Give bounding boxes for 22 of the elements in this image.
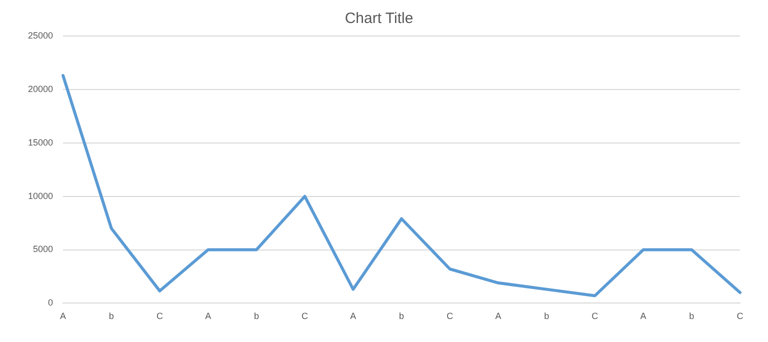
x-tick-label: C (736, 311, 744, 322)
chart-title: Chart Title (344, 10, 414, 28)
x-tick-label: A (640, 311, 646, 322)
x-tick-label: b (544, 311, 550, 322)
x-tick-label: C (302, 311, 309, 322)
x-tick-label: A (205, 311, 212, 322)
x-tick-label: C (446, 311, 454, 322)
y-tick-label: 15000 (28, 137, 54, 148)
x-tick-label: C (592, 311, 599, 322)
x-tick-label: b (399, 311, 404, 322)
y-tick-label: 20000 (28, 84, 54, 94)
y-tick-label: 5000 (32, 244, 54, 254)
x-tick-label: b (689, 311, 694, 322)
y-tick-label: 10000 (28, 190, 54, 201)
x-tick-label: b (108, 311, 114, 322)
y-tick-label: 0 (48, 298, 54, 308)
y-tick-label: 25000 (28, 30, 54, 40)
x-tick-label: A (60, 311, 66, 322)
x-tick-label: A (495, 311, 502, 322)
x-tick-label: A (350, 311, 356, 322)
x-tick-label: C (156, 311, 164, 322)
x-tick-label: b (254, 311, 259, 322)
